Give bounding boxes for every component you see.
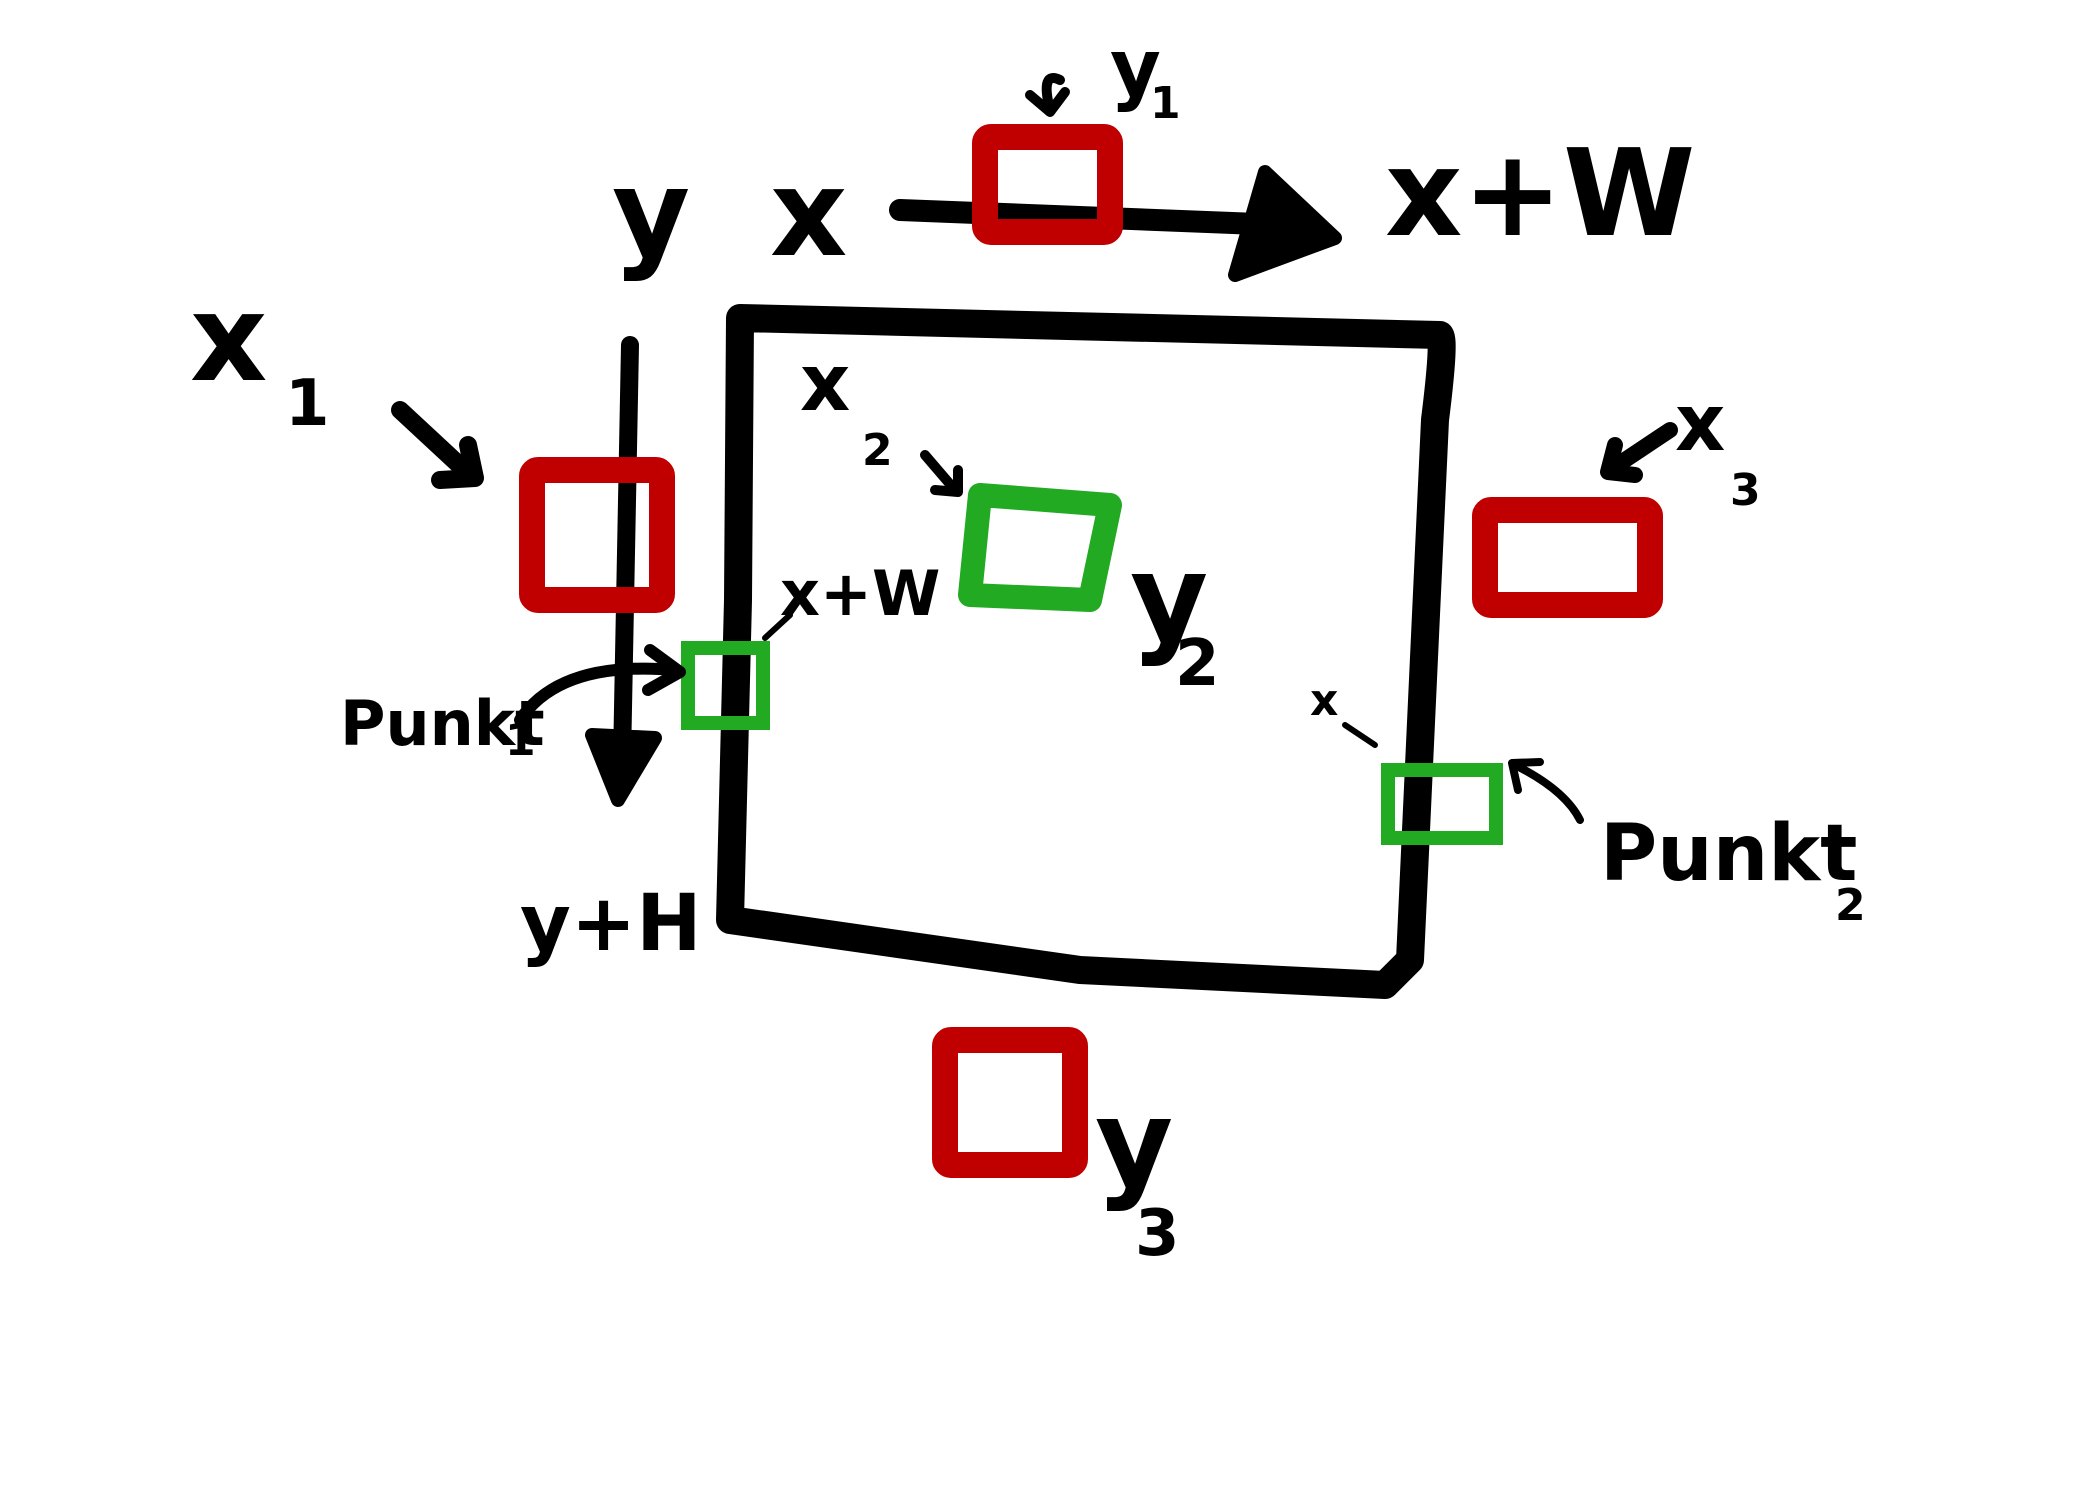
label-y1: y — [1110, 24, 1161, 114]
red-box-x3 — [1472, 497, 1663, 618]
y-axis-arrowhead — [585, 728, 662, 807]
pointer-arrow-y1-head — [1025, 87, 1070, 117]
label-x3: x — [1675, 379, 1725, 469]
label-punkt2: Punkt — [1600, 809, 1857, 899]
main-rectangle — [716, 304, 1456, 999]
label-punkt1-sub: 1 — [505, 715, 536, 766]
pointer-arrow-punkt2 — [1511, 761, 1584, 824]
red-box-y1 — [972, 124, 1123, 245]
pointer-arrow-y1 — [1041, 73, 1065, 115]
pointer-arrow-punkt1-head — [642, 644, 686, 696]
label-x2: x — [800, 339, 850, 429]
pointer-arrow-inner-xw — [762, 612, 793, 641]
green-box-punkt1 — [681, 641, 770, 730]
pointer-arrow-x1 — [391, 401, 479, 484]
red-box-x1 — [519, 457, 675, 613]
x-axis-arrowhead — [1228, 165, 1342, 282]
label-x: x — [770, 145, 847, 284]
pointer-arrow-inner-x — [1342, 722, 1378, 748]
pointer-arrow-x3 — [1602, 422, 1678, 478]
label-y-plus-h: y+H — [520, 879, 701, 969]
pointer-arrow-x3-head — [1600, 437, 1643, 483]
label-y2: y — [1130, 530, 1208, 669]
label-y2-sub: 2 — [1175, 627, 1220, 701]
green-box-punkt2 — [1381, 763, 1503, 845]
label-x3-sub: 3 — [1730, 465, 1761, 516]
x-axis-arrow-line — [889, 199, 1296, 236]
label-x-plus-w: x+W — [1385, 125, 1695, 264]
label-inner-x: x — [1310, 675, 1338, 726]
label-y1-sub: 1 — [1150, 78, 1181, 129]
red-box-y3 — [932, 1027, 1088, 1178]
pointer-arrow-punkt1 — [514, 662, 681, 726]
label-inner-x-plus-w: x+W — [780, 557, 940, 630]
green-box-x2-y2 — [958, 483, 1122, 612]
label-x1-sub: 1 — [285, 367, 330, 441]
pointer-arrow-x1-head — [431, 436, 484, 489]
label-x1: x — [190, 270, 267, 409]
label-punkt2-sub: 2 — [1835, 880, 1866, 931]
pointer-arrow-punkt2-head — [1508, 758, 1544, 794]
label-punkt1: Punkt — [340, 687, 545, 760]
y-axis-arrow-line — [613, 336, 639, 769]
label-y3: y — [1095, 1075, 1173, 1214]
pointer-arrow-x2 — [920, 450, 960, 495]
label-y: y — [612, 145, 690, 284]
label-x2-sub: 2 — [862, 425, 893, 476]
label-y3-sub: 3 — [1135, 1197, 1180, 1271]
pointer-arrow-x2-head — [930, 465, 963, 497]
